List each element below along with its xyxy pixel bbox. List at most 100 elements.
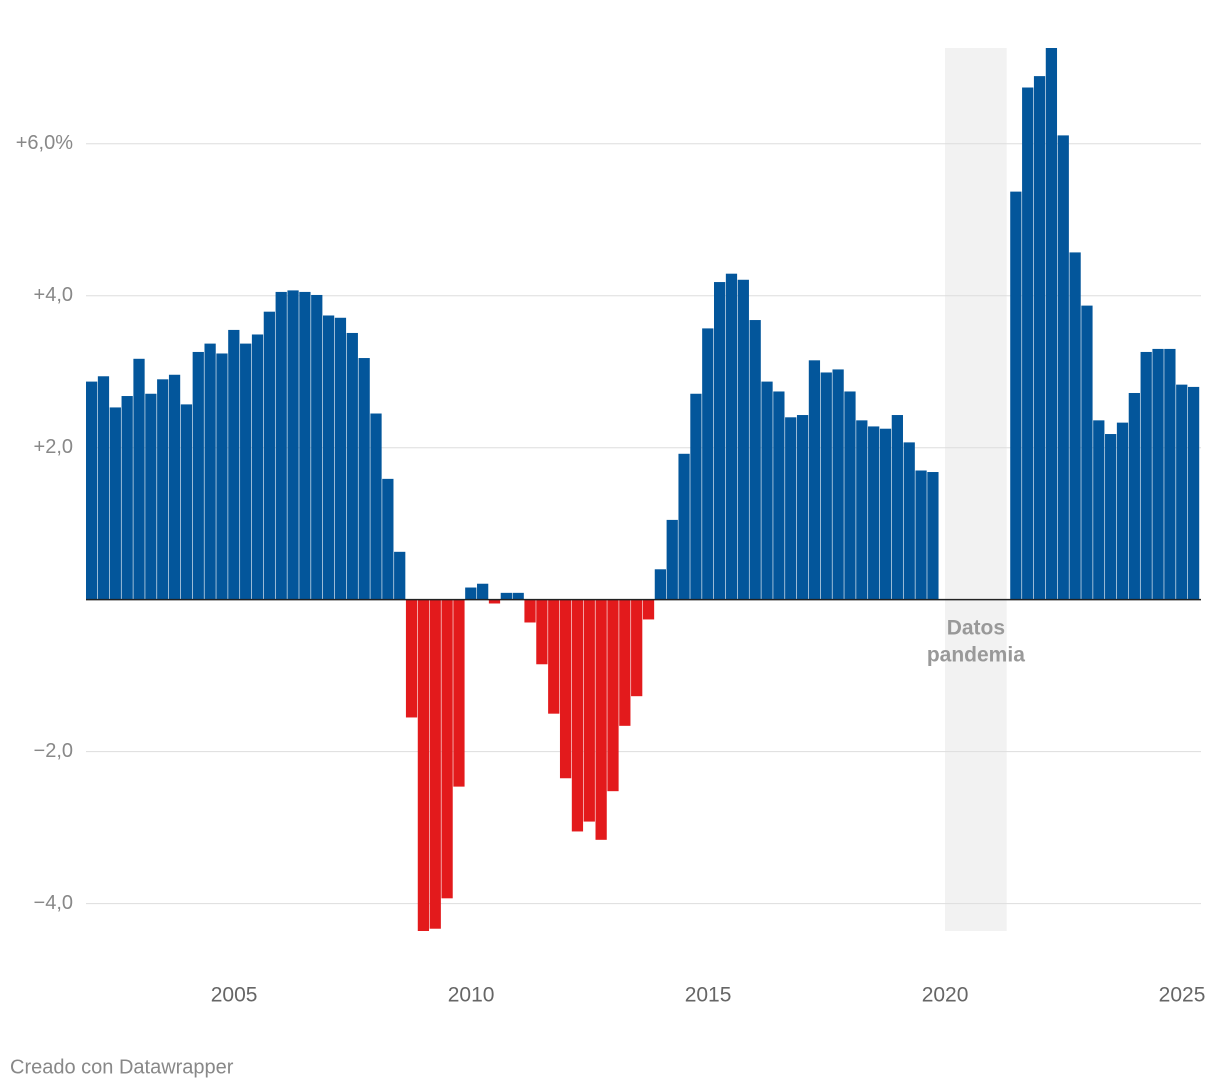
bar — [311, 294, 323, 600]
x-tick-label: 2005 — [211, 984, 258, 1007]
bar — [1116, 422, 1129, 600]
bar — [891, 415, 903, 600]
bar — [1164, 348, 1176, 600]
bar — [1045, 48, 1058, 600]
y-tick-label: −2,0 — [34, 740, 73, 762]
bar — [1105, 434, 1117, 600]
bar — [453, 599, 465, 787]
bar — [714, 282, 726, 600]
bar — [370, 413, 382, 600]
bar — [1022, 87, 1034, 600]
bar — [1057, 135, 1069, 600]
bar — [607, 599, 619, 792]
y-tick-label: +2,0 — [34, 436, 73, 458]
bar — [109, 407, 121, 600]
bar — [879, 428, 892, 600]
y-tick-label: +4,0 — [34, 284, 73, 306]
bar — [725, 273, 738, 600]
highlight-label: Datos — [947, 617, 1005, 640]
bar — [168, 374, 181, 600]
bar — [844, 391, 856, 600]
bar — [512, 592, 524, 600]
bar — [690, 393, 702, 600]
bar — [856, 420, 868, 600]
bar — [1128, 392, 1140, 600]
bar — [654, 569, 667, 600]
x-tick-label: 2015 — [685, 984, 732, 1007]
bar — [1081, 305, 1093, 600]
bar — [1033, 76, 1046, 600]
bar — [405, 599, 418, 718]
bar — [927, 472, 939, 600]
bar — [299, 291, 311, 600]
bar — [595, 599, 607, 840]
bar — [145, 393, 157, 600]
bar — [737, 279, 749, 600]
bar — [287, 290, 299, 600]
bar — [773, 391, 785, 600]
y-tick-label: −4,0 — [34, 892, 73, 914]
x-tick-label: 2020 — [922, 984, 969, 1007]
bar — [275, 291, 287, 600]
bar — [441, 599, 453, 899]
bar — [666, 519, 678, 600]
bar — [868, 426, 880, 600]
bar — [1176, 384, 1188, 600]
bar — [1069, 252, 1081, 600]
bar — [559, 599, 572, 779]
bar — [808, 360, 821, 600]
bar — [1152, 348, 1164, 600]
bar — [1140, 351, 1152, 600]
bar — [240, 343, 252, 600]
x-tick-label: 2025 — [1159, 984, 1206, 1007]
bar — [180, 404, 193, 600]
bar — [583, 599, 595, 822]
bar — [251, 334, 264, 600]
bar — [524, 599, 536, 623]
bar — [477, 583, 489, 600]
y-tick-label: +6,0% — [16, 132, 73, 154]
bar — [394, 551, 406, 600]
bar — [761, 381, 773, 600]
bar — [631, 599, 643, 697]
bar — [1010, 191, 1022, 600]
bar — [500, 592, 512, 600]
bar — [346, 332, 358, 600]
bar — [571, 599, 584, 832]
bar — [121, 396, 133, 600]
bar — [417, 599, 430, 931]
bar — [216, 353, 228, 600]
bar — [619, 599, 631, 726]
bar — [429, 599, 441, 929]
bar — [903, 442, 915, 600]
bar — [465, 587, 477, 600]
bar — [488, 599, 501, 604]
bar — [97, 376, 110, 600]
footer: Creado con Datawrapper — [10, 1056, 234, 1078]
x-tick-label: 2010 — [448, 984, 495, 1007]
bar — [1187, 386, 1200, 600]
bar — [702, 328, 714, 600]
bar — [536, 599, 548, 665]
bar — [334, 317, 347, 600]
bar — [382, 478, 394, 600]
bar — [548, 599, 560, 714]
bar — [749, 320, 761, 600]
bar — [915, 470, 927, 600]
bar — [358, 358, 370, 600]
bar — [157, 379, 169, 600]
bar — [820, 372, 832, 600]
bar — [642, 599, 655, 620]
bar — [228, 329, 240, 600]
bar — [133, 358, 145, 600]
highlight-label: pandemia — [927, 644, 1025, 667]
bar — [1093, 420, 1105, 600]
bar — [322, 315, 335, 600]
bar — [86, 381, 98, 600]
bar — [785, 417, 797, 600]
bar — [832, 369, 844, 600]
highlight-band — [945, 48, 1007, 931]
bar — [678, 453, 690, 600]
bar — [204, 343, 216, 600]
